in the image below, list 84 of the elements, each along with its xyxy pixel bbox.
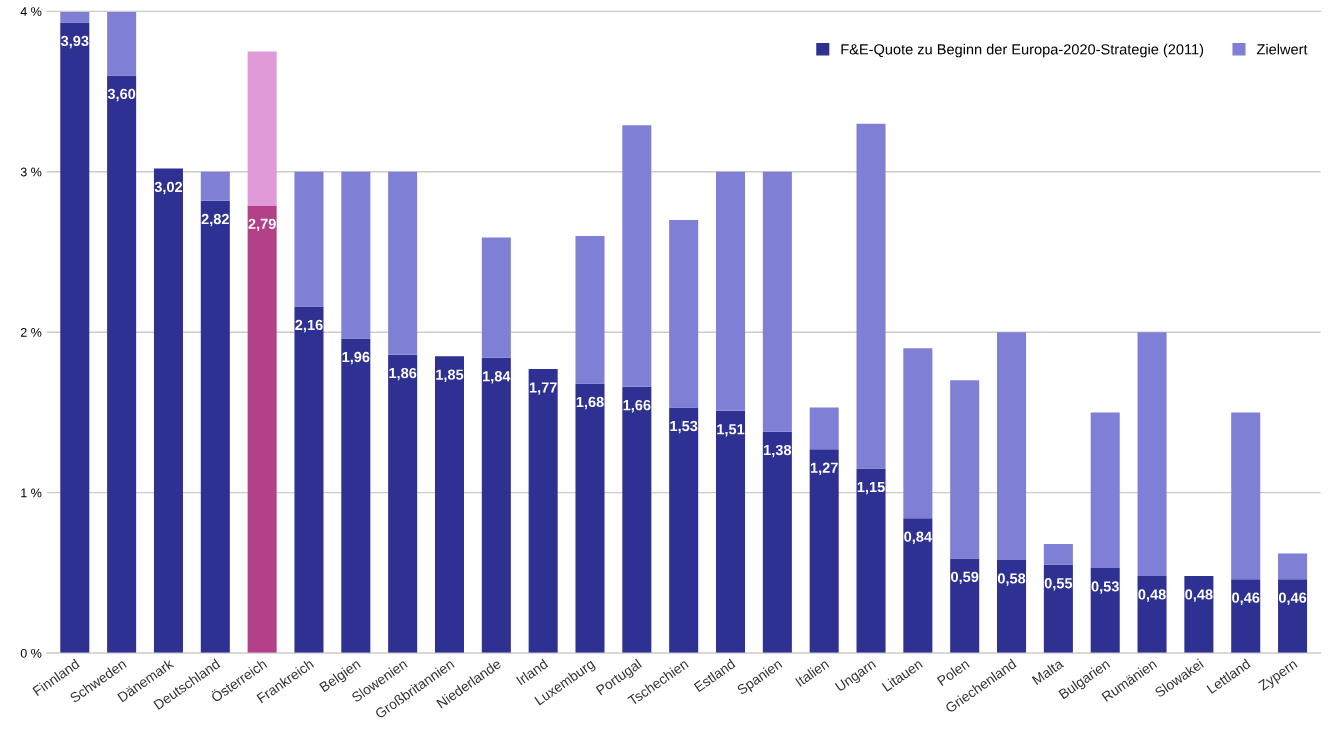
bar — [200, 200, 230, 654]
bar — [669, 407, 699, 654]
data-label: 0,46 — [1278, 592, 1307, 605]
bar — [950, 558, 980, 654]
data-label: 0,48 — [1185, 589, 1213, 602]
y-tick-label: 4 % — [20, 7, 42, 16]
bar — [575, 383, 605, 654]
data-label: 1,15 — [857, 481, 885, 495]
bar — [762, 171, 792, 432]
bar — [903, 348, 933, 519]
bar — [1137, 332, 1167, 577]
y-tick-label: 3 % — [20, 167, 42, 177]
bar — [388, 171, 418, 355]
bar — [575, 235, 605, 384]
bar — [294, 306, 324, 654]
bar — [1231, 412, 1261, 580]
bar — [809, 407, 839, 450]
data-label: 2,82 — [201, 213, 229, 227]
data-label: 1,66 — [623, 399, 651, 413]
bar — [481, 237, 511, 358]
data-label: 0,84 — [904, 531, 932, 544]
bar — [622, 386, 652, 654]
bar — [341, 338, 371, 654]
bar — [1137, 576, 1167, 654]
data-label: 0,48 — [1138, 589, 1166, 602]
bar — [997, 560, 1027, 654]
y-tick-label: 0 % — [20, 648, 42, 658]
y-tick-label: 1 % — [21, 488, 42, 498]
bar — [1090, 412, 1120, 569]
bar — [1043, 564, 1073, 654]
data-label: 0,53 — [1091, 581, 1119, 594]
data-label: 1,96 — [342, 351, 370, 365]
data-label: 0,58 — [997, 573, 1026, 586]
bar — [715, 410, 746, 654]
data-label: 0,55 — [1044, 578, 1073, 591]
bar — [1090, 568, 1120, 654]
bar — [107, 75, 137, 654]
bar — [60, 11, 90, 23]
bar — [247, 205, 277, 654]
bar — [60, 22, 90, 654]
bar — [1278, 553, 1308, 580]
bar — [434, 356, 465, 654]
bar — [388, 354, 418, 654]
data-label: 1,86 — [389, 367, 417, 381]
data-label: 1,51 — [717, 424, 745, 437]
bar — [622, 125, 652, 387]
bar — [1278, 579, 1308, 654]
bar — [107, 11, 137, 76]
bar — [669, 219, 699, 408]
data-label: 1,53 — [670, 420, 698, 434]
bar — [341, 171, 371, 339]
legend-label: F&E-Quote zu Beginn der Europa-2020-Strategie (2011) — [841, 43, 1204, 58]
data-label: 2,16 — [295, 319, 323, 333]
data-label: 3,02 — [154, 181, 183, 195]
bar — [294, 171, 324, 307]
data-label: 1,38 — [764, 444, 792, 458]
legend-label: Zielwert — [1256, 43, 1308, 55]
bar — [481, 357, 511, 654]
data-label: 3,93 — [60, 35, 89, 49]
bar — [997, 332, 1027, 561]
bar — [1043, 543, 1073, 565]
bar — [856, 468, 886, 654]
data-label: 1,77 — [529, 382, 557, 395]
bar — [809, 449, 839, 654]
bar — [528, 369, 558, 654]
bar — [200, 171, 230, 201]
data-label: 1,68 — [576, 396, 604, 410]
data-label: 0,59 — [951, 571, 979, 585]
bar — [903, 518, 933, 654]
bar — [715, 171, 746, 411]
bar — [153, 168, 183, 654]
bar — [1184, 576, 1214, 654]
bar — [950, 380, 980, 559]
data-label: 2,79 — [248, 218, 276, 232]
data-label: 1,85 — [436, 369, 464, 382]
data-label: 1,84 — [483, 371, 511, 384]
bar — [856, 123, 886, 469]
data-label: 3,60 — [107, 88, 136, 102]
bar — [1231, 579, 1261, 654]
data-label: 0,46 — [1232, 592, 1260, 605]
y-tick-label: 2 % — [20, 328, 42, 337]
bar — [762, 431, 792, 654]
data-label: 1,27 — [810, 462, 838, 475]
bar — [247, 51, 277, 206]
